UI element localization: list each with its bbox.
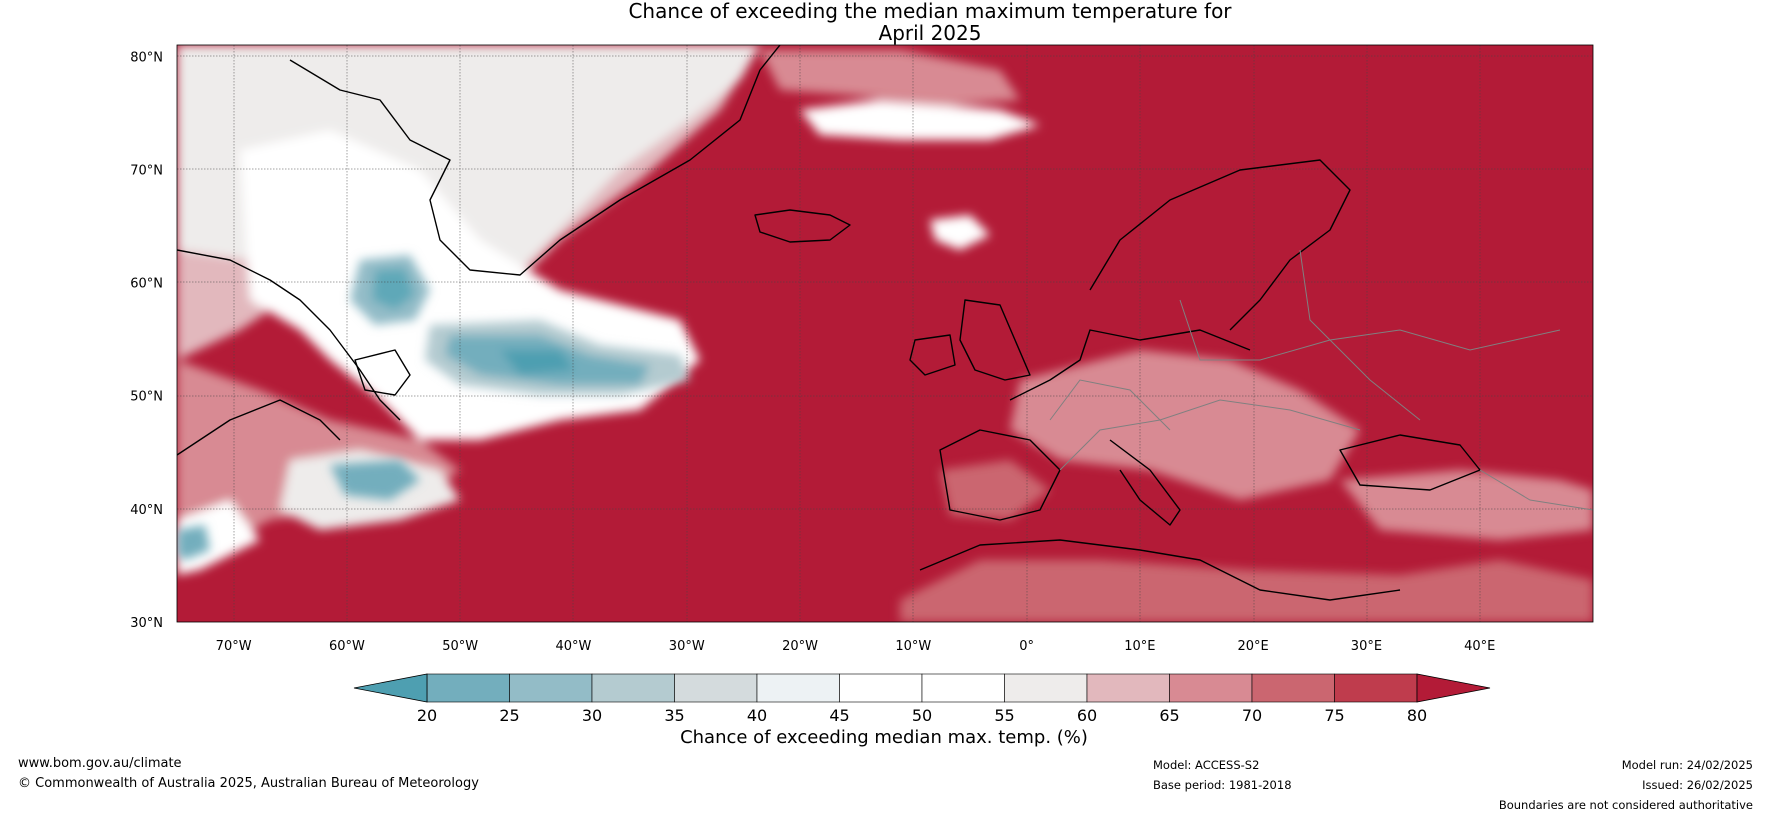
- title-line-1: Chance of exceeding the median maximum t…: [628, 0, 1232, 23]
- colorbar-tick-label: 60: [1077, 706, 1097, 725]
- graticule: [177, 45, 1593, 622]
- nova-scotia-coast: [177, 399, 341, 456]
- title-line-2: April 2025: [878, 21, 982, 45]
- lon-tick-label: 0°: [1019, 639, 1034, 654]
- italy-coast: [1109, 439, 1181, 526]
- colorbar-tick-label: 65: [1159, 706, 1179, 725]
- iberia-coast: [939, 429, 1061, 521]
- colorbar-high-extension: [1416, 673, 1491, 703]
- greenland-coast: [289, 45, 781, 276]
- map-title: Chance of exceeding the median maximum t…: [0, 0, 1770, 44]
- colorbar-tick-label: 55: [994, 706, 1014, 725]
- lon-tick-label: 60°W: [329, 639, 365, 654]
- colorbar-cell: [1086, 673, 1170, 703]
- footer-model: Model: ACCESS-S2: [1153, 758, 1260, 772]
- colorbar-tick-label: 75: [1324, 706, 1344, 725]
- europe-moderate-signal: [900, 350, 1593, 622]
- footer-model-run: Model run: 24/02/2025: [1621, 758, 1753, 772]
- lon-tick-label: 20°W: [782, 639, 818, 654]
- colorbar-tick-label: 35: [664, 706, 684, 725]
- colorbar-tick-label: 45: [829, 706, 849, 725]
- newfoundland-coast: [354, 349, 411, 396]
- lon-tick-label: 70°W: [216, 639, 252, 654]
- lon-tick-label: 40°E: [1464, 639, 1495, 654]
- colorbar-low-extension: [353, 673, 428, 703]
- colorbar-cell: [426, 673, 510, 703]
- iceland-coast: [754, 209, 851, 243]
- labrador-coast: [177, 249, 401, 421]
- footer-url: www.bom.gov.au/climate: [18, 756, 182, 771]
- lat-tick-label: 60°N: [130, 277, 163, 292]
- colorbar-tick-labels: 20 25 30 35 40 45 50 55 60 65 70 75 80: [417, 706, 1427, 725]
- lon-tick-label: 10°W: [895, 639, 931, 654]
- lon-tick-label: 30°W: [669, 639, 705, 654]
- lon-tick-label: 50°W: [442, 639, 478, 654]
- colorbar-cell: [756, 673, 840, 703]
- lat-tick-label: 80°N: [130, 50, 163, 65]
- colorbar-tick-label: 70: [1242, 706, 1262, 725]
- colorbar-cell: [1334, 673, 1418, 703]
- lon-tick-label: 40°W: [556, 639, 592, 654]
- footer-issued: Issued: 26/02/2025: [1642, 778, 1753, 792]
- colorbar-cell: [1251, 673, 1335, 703]
- longitude-tick-labels: 70°W 60°W 50°W 40°W 30°W 20°W 10°W 0° 10°E 20°E 30…: [216, 639, 1496, 654]
- britain-coast: [959, 299, 1031, 381]
- colorbar-cell: [1004, 673, 1088, 703]
- africa-coast: [919, 539, 1401, 601]
- lat-tick-label: 70°N: [130, 163, 163, 178]
- blue-anomalies: [177, 255, 690, 560]
- colorbar-tick-label: 50: [912, 706, 932, 725]
- map-frame: [176, 44, 1594, 623]
- colorbar-cell: [509, 673, 593, 703]
- lat-tick-label: 30°N: [130, 616, 163, 631]
- colorbar-tick-label: 20: [417, 706, 437, 725]
- country-borders: [1049, 249, 1593, 511]
- footer-disclaimer: Boundaries are not considered authoritat…: [1498, 798, 1753, 812]
- ireland-coast: [909, 334, 956, 376]
- colorbar-tick-label: 40: [747, 706, 767, 725]
- map-area: [177, 45, 1593, 622]
- lat-tick-label: 50°N: [130, 390, 163, 405]
- lat-tick-label: 40°N: [130, 503, 163, 518]
- colorbar-tick-label: 80: [1407, 706, 1427, 725]
- colorbar-cells: [426, 673, 1418, 703]
- colorbar-cell: [921, 673, 1005, 703]
- colorbar-label: Chance of exceeding median max. temp. (%…: [680, 727, 1088, 748]
- colorbar-cell: [839, 673, 923, 703]
- colorbar-tick-label: 30: [582, 706, 602, 725]
- colorbar-cell: [591, 673, 675, 703]
- footer-base-period: Base period: 1981-2018: [1153, 778, 1292, 792]
- europe-mainland-coast: [1009, 329, 1251, 401]
- colorbar-cell: [1169, 673, 1253, 703]
- lon-tick-label: 30°E: [1351, 639, 1382, 654]
- colorbar-tick-label: 25: [499, 706, 519, 725]
- lon-tick-label: 20°E: [1238, 639, 1269, 654]
- latitude-tick-labels: 80°N 70°N 60°N 50°N 40°N 30°N: [130, 50, 163, 631]
- footer-copyright: © Commonwealth of Australia 2025, Austra…: [18, 776, 479, 791]
- lon-tick-label: 10°E: [1124, 639, 1155, 654]
- colorbar-cell: [674, 673, 758, 703]
- scandinavia-coast: [1089, 159, 1351, 331]
